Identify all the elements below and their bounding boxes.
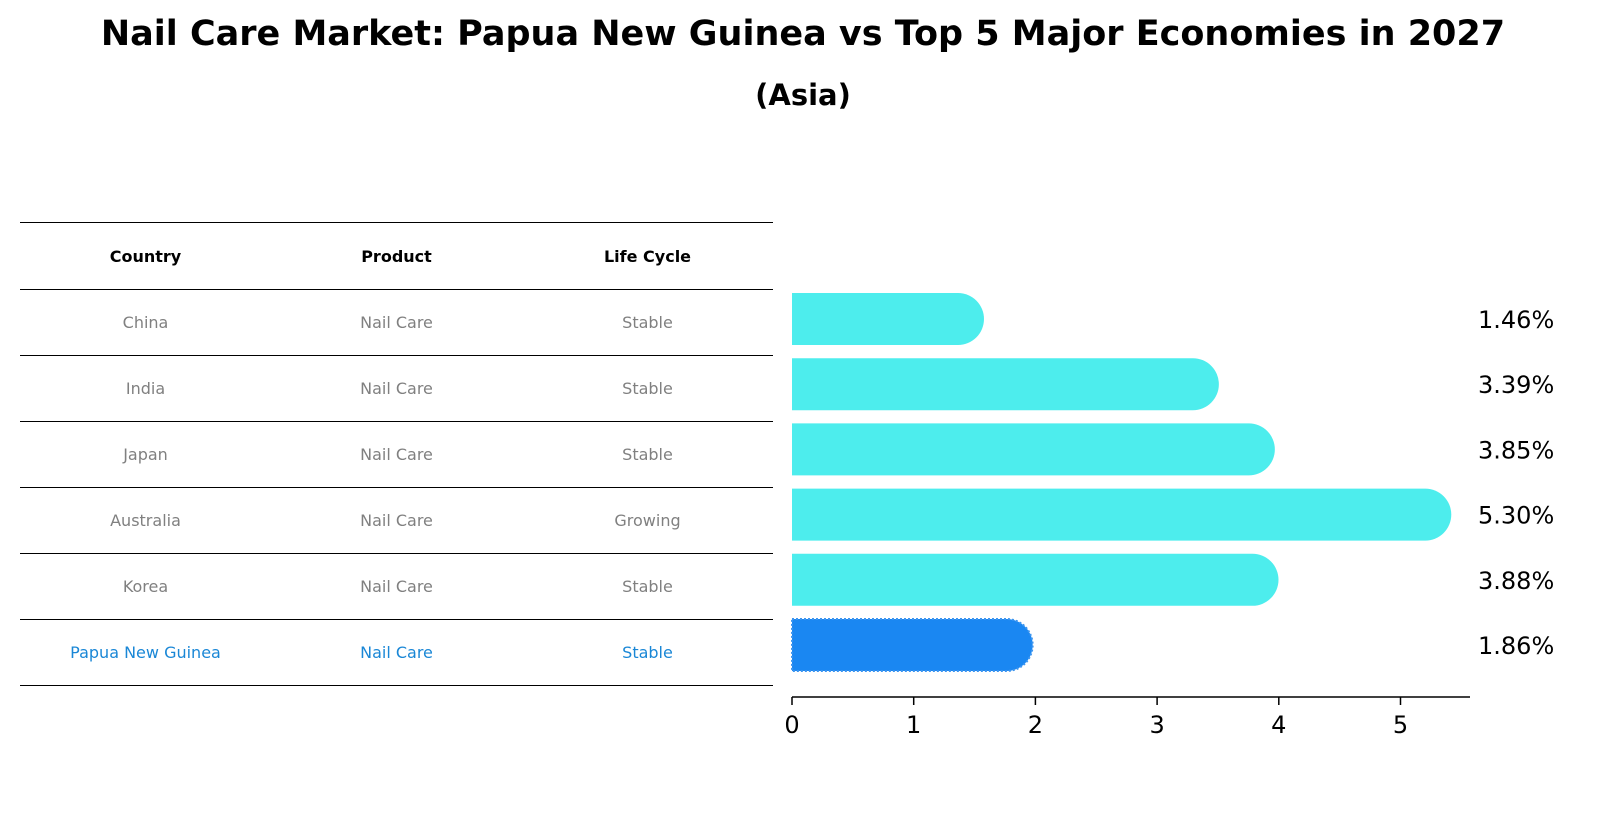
chart-subtitle: (Asia) xyxy=(755,78,851,112)
header-product: Product xyxy=(361,246,432,266)
value-label: 3.85% xyxy=(1478,436,1554,464)
x-tick-label: 0 xyxy=(784,711,799,739)
x-tick-label: 4 xyxy=(1271,711,1286,739)
table-row: Japan Nail Care Stable xyxy=(20,422,773,488)
x-tick-label: 2 xyxy=(1028,711,1043,739)
product-cell: Nail Care xyxy=(360,445,433,464)
value-label: 3.88% xyxy=(1478,567,1554,595)
x-tick-label: 1 xyxy=(906,711,921,739)
product-cell: Nail Care xyxy=(360,511,433,530)
life-cycle-cell: Stable xyxy=(622,577,673,596)
chart-title: Nail Care Market: Papua New Guinea vs To… xyxy=(100,14,1506,54)
product-cell: Nail Care xyxy=(360,313,433,332)
table-row: India Nail Care Stable xyxy=(20,356,773,422)
life-cycle-cell: Stable xyxy=(622,313,673,332)
life-cycle-cell: Stable xyxy=(622,445,673,464)
value-label: 5.30% xyxy=(1478,502,1554,530)
country-cell: Japan xyxy=(123,445,168,464)
highlight-bar xyxy=(791,618,1034,672)
x-tick-label: 3 xyxy=(1149,711,1164,739)
product-cell: Nail Care xyxy=(360,379,433,398)
value-label: 3.39% xyxy=(1478,371,1554,399)
product-cell: Nail Care xyxy=(360,577,433,596)
country-cell: Korea xyxy=(122,577,169,596)
country-cell: Australia xyxy=(110,511,181,530)
life-cycle-cell: Growing xyxy=(614,511,681,530)
header-country: Country xyxy=(109,246,182,266)
table-row-highlight: Papua New Guinea Nail Care Stable xyxy=(20,620,773,686)
header-life-cycle: Life Cycle xyxy=(603,246,692,266)
country-cell: China xyxy=(122,313,169,332)
bar xyxy=(792,553,1279,606)
life-cycle-cell: Stable xyxy=(622,379,673,398)
bar xyxy=(792,358,1219,411)
country-cell: Papua New Guinea xyxy=(70,643,221,662)
bar xyxy=(792,423,1275,476)
bar xyxy=(792,293,984,345)
bar xyxy=(792,488,1452,541)
value-label: 1.86% xyxy=(1478,632,1554,660)
table-row: Korea Nail Care Stable xyxy=(20,554,773,620)
x-tick-label: 5 xyxy=(1393,711,1408,739)
table-header-row: Country Product Life Cycle xyxy=(20,223,773,290)
country-cell: India xyxy=(125,379,166,398)
life-cycle-cell: Stable xyxy=(622,643,673,662)
table-row: China Nail Care Stable xyxy=(20,290,773,356)
country-table: Country Product Life Cycle China Nail Ca… xyxy=(20,222,773,686)
table-row: Australia Nail Care Growing xyxy=(20,488,773,554)
product-cell: Nail Care xyxy=(360,643,433,662)
value-label: 1.46% xyxy=(1478,306,1554,334)
